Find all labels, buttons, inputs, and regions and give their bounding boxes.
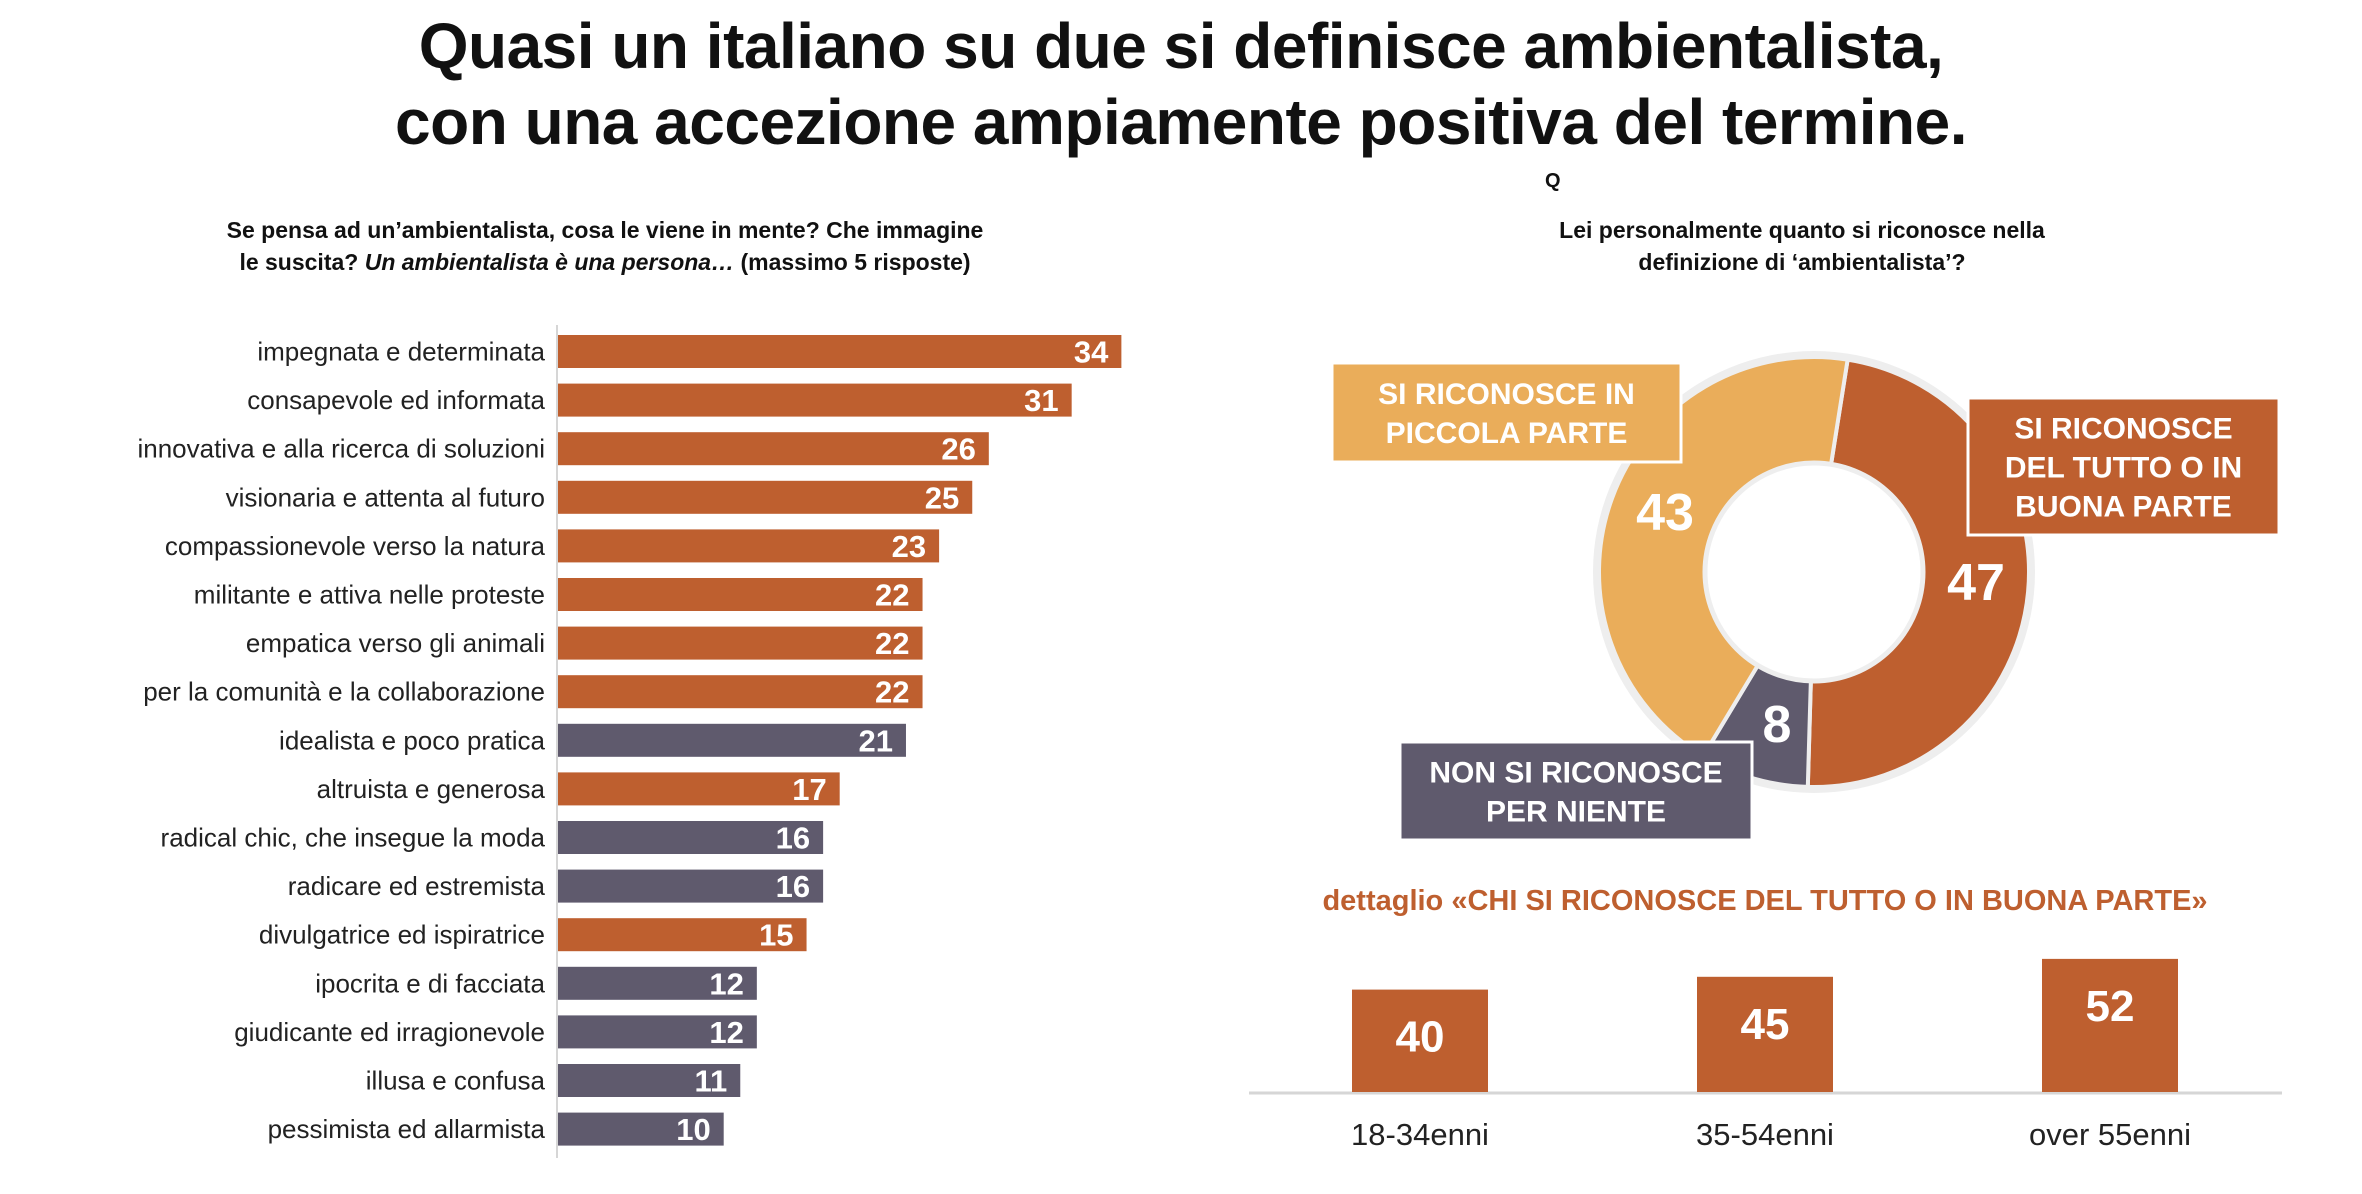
category-label: consapevole ed informata [247,385,545,415]
category-label: militante e attiva nelle proteste [194,580,545,610]
data-label: 31 [1024,383,1058,418]
data-label: 17 [792,772,826,807]
slice-category-label: PICCOLA PARTE [1386,417,1628,450]
bar-8 [558,723,906,757]
category-label: innovativa e alla ricerca di soluzioni [137,434,545,464]
bar-16 [558,1112,724,1146]
data-label: 15 [759,918,793,953]
category-label: giudicante ed irragionevole [234,1017,545,1047]
bar-14 [558,1015,757,1049]
bar-1 [558,383,1072,417]
detail-value-label: 45 [1741,1000,1790,1049]
slice-category-label: PER NIENTE [1486,796,1666,829]
donut-hole [1702,460,1926,684]
slice-value-label: 8 [1763,696,1792,754]
slice-category-label: SI RICONOSCE [2014,413,2232,446]
data-label: 22 [875,626,909,661]
data-label: 22 [875,578,909,613]
category-label: divulgatrice ed ispiratrice [259,920,545,950]
data-label: 10 [676,1112,710,1147]
right-question-line1: Lei personalmente quanto si riconosce ne… [1559,217,2045,243]
detail-category-label: 18-34enni [1351,1117,1489,1152]
right-question: Lei personalmente quanto si riconosce ne… [1450,214,2154,278]
data-label: 16 [776,869,810,904]
bar-9 [558,772,840,806]
slice-category-label: SI RICONOSCE IN [1378,378,1635,411]
bar-5 [558,578,923,611]
slice-value-label: 43 [1636,484,1694,542]
bar-6 [558,626,923,660]
data-label: 34 [1074,335,1109,370]
data-label: 12 [709,966,743,1001]
data-label: 26 [941,432,975,467]
data-label: 11 [694,1064,727,1099]
category-label: radical chic, che insegue la moda [161,823,546,853]
category-label: empatica verso gli animali [246,628,545,658]
category-label: pessimista ed allarmista [268,1114,546,1144]
slice-label-box [1330,361,1683,464]
detail-value-label: 40 [1396,1013,1445,1062]
category-label: idealista e poco pratica [279,725,545,755]
detail-bar-2 [2042,958,2178,1092]
right-question-line2: definizione di ‘ambientalista’? [1638,249,1966,275]
detail-value-label: 52 [2086,982,2135,1031]
data-label: 21 [858,723,892,758]
bar-10 [558,821,824,854]
data-label: 22 [875,675,909,710]
bar-12 [558,918,807,952]
q-text: (massimo 5 risposte) [734,249,971,275]
detail-bar-0 [1352,989,1488,1092]
q-italic: Un ambientalista è una persona… [364,249,735,275]
detail-title: dettaglio «CHI SI RICONOSCE DEL TUTTO O … [1322,885,2208,917]
bar-13 [558,966,757,1000]
left-question: Se pensa ad un’ambientalista, cosa le vi… [150,214,1060,278]
slice-label-box [1966,396,2281,537]
detail-category-label: 35-54enni [1696,1117,1834,1152]
page-title: Quasi un italiano su due si definisce am… [0,8,2362,160]
slice-category-label: DEL TUTTO O IN [2005,452,2242,485]
detail-bar-1 [1697,976,1833,1092]
bar-4 [558,529,940,563]
category-label: visionaria e attenta al futuro [226,482,545,512]
category-label: compassionevole verso la natura [165,531,546,561]
bar-15 [558,1064,741,1097]
bar-11 [558,869,824,903]
category-label: impegnata e determinata [257,337,545,367]
slice-label-box [1398,740,1754,842]
title-line-2: con una accezione ampiamente positiva de… [395,86,1967,158]
slice-category-label: NON SI RICONOSCE [1429,757,1722,790]
category-label: per la comunità e la collaborazione [143,677,545,707]
left-question-line2: le suscita? Un ambientalista è una perso… [150,246,1060,278]
category-label: altruista e generosa [317,774,546,804]
q-text: le suscita? [239,249,365,275]
data-label: 12 [709,1015,743,1050]
category-label: radicare ed estremista [288,871,546,901]
data-label: 16 [776,821,810,856]
left-question-line1: Se pensa ad un’ambientalista, cosa le vi… [226,217,984,243]
detail-category-label: over 55enni [2029,1117,2191,1152]
q-marker: Q [1545,170,1561,192]
category-label: ipocrita e di facciata [315,968,545,998]
data-label: 25 [925,480,959,515]
category-label: illusa e confusa [366,1066,546,1096]
bar-2 [558,432,989,466]
title-line-1: Quasi un italiano su due si definisce am… [418,10,1944,82]
bar-3 [558,480,973,514]
slice-category-label: BUONA PARTE [2015,491,2232,524]
data-label: 23 [892,529,926,564]
bar-7 [558,675,923,709]
slice-value-label: 47 [1947,554,2005,612]
bar-0 [558,335,1122,368]
